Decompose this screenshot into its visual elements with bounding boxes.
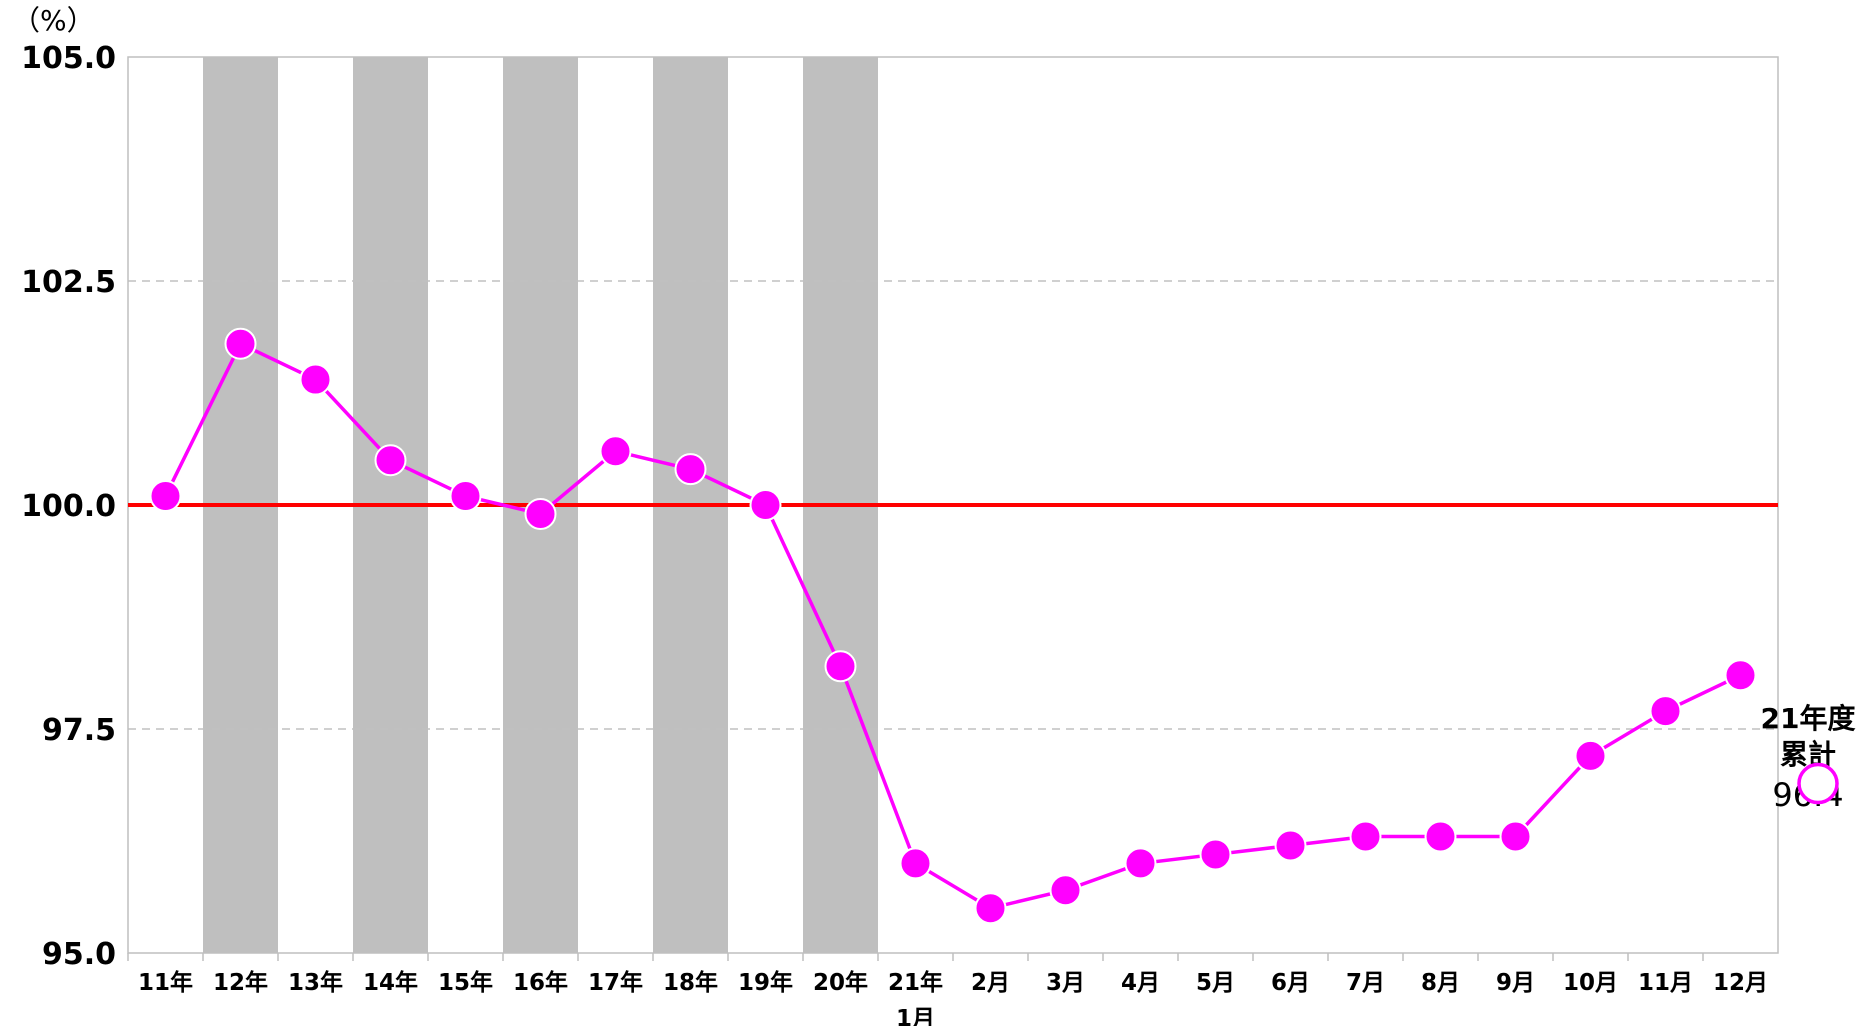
data-point — [1649, 695, 1682, 728]
y-tick-label: 100.0 — [21, 489, 116, 524]
data-point — [1499, 820, 1532, 853]
x-tick-label: 12年 — [213, 969, 268, 996]
data-point — [1424, 820, 1457, 853]
data-point — [749, 489, 782, 521]
x-tick-label: 3月 — [1046, 970, 1085, 996]
data-point — [974, 892, 1007, 925]
y-tick-labels: 105.0 102.5 100.0 97.5 95.0 — [21, 41, 116, 972]
y-axis-unit-label: （%） — [12, 4, 95, 37]
series — [149, 327, 1757, 925]
data-point — [1724, 659, 1757, 692]
annotation-line1: 21年度 — [1761, 702, 1856, 735]
data-point — [1574, 739, 1607, 772]
x-tick-label: 20年 — [813, 969, 868, 996]
x-tick-label: 8月 — [1421, 970, 1460, 996]
x-tick-label: 4月 — [1121, 970, 1160, 996]
x-tick-label: 15年 — [438, 969, 493, 996]
x-tick-label: 14年 — [363, 969, 418, 996]
data-point — [149, 480, 182, 513]
x-tick-label: 6月 — [1271, 970, 1310, 996]
data-point — [674, 453, 707, 486]
data-point — [899, 847, 932, 880]
data-point — [1199, 838, 1232, 871]
y-tick-label: 102.5 — [21, 265, 116, 300]
x-tick-label: 21年 — [888, 969, 943, 996]
data-point — [299, 363, 332, 396]
data-point — [824, 650, 857, 683]
x-tick-label: 9月 — [1496, 970, 1535, 996]
annotation-marker — [1797, 762, 1839, 805]
cumulative-annotation: 21年度 累計 96.4 — [1761, 702, 1856, 814]
data-point — [1349, 820, 1382, 853]
data-point — [449, 480, 482, 513]
data-point — [374, 444, 407, 477]
gridlines — [128, 280, 1778, 730]
x-tick-label: 5月 — [1196, 970, 1235, 996]
y-tick-label: 97.5 — [42, 713, 116, 748]
x-tick-label: 17年 — [588, 969, 643, 996]
x-tick-label: 11年 — [138, 969, 193, 996]
data-point — [1274, 829, 1307, 862]
y-tick-label: 105.0 — [21, 41, 116, 76]
x-tick-label: 1月 — [896, 1006, 935, 1026]
data-point — [1124, 847, 1157, 880]
series-line — [163, 341, 1742, 910]
data-point — [599, 435, 632, 468]
x-tick-label: 7月 — [1346, 970, 1385, 996]
x-tick-label: 19年 — [738, 969, 793, 996]
x-tick-label: 18年 — [663, 969, 718, 996]
data-point — [524, 497, 557, 530]
x-tick-labels: 11年 12年 13年 14年 15年 16年 17年 18年 19年 20年 21年 1月 2月 3月 4… — [127, 953, 1768, 1026]
data-point — [1049, 874, 1082, 907]
y-tick-label: 95.0 — [42, 937, 116, 972]
data-point — [224, 327, 257, 360]
x-tick-label: 2月 — [971, 970, 1010, 996]
x-tick-label: 16年 — [513, 969, 568, 996]
x-tick-label: 11月 — [1638, 970, 1693, 996]
x-tick-label: 12月 — [1713, 970, 1768, 996]
x-tick-label: 10月 — [1563, 970, 1618, 996]
x-tick-label: 13年 — [288, 969, 343, 996]
